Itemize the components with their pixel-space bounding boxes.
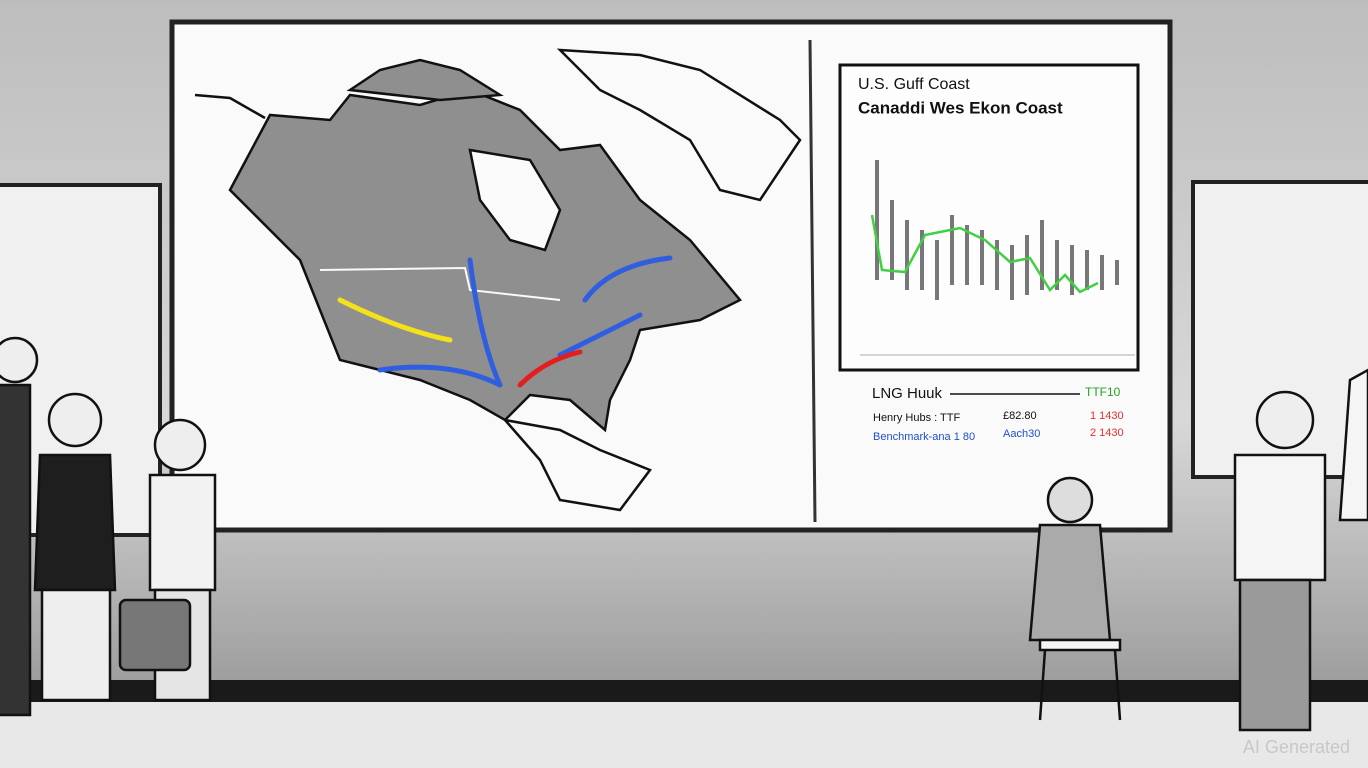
panel-subtitle: Canaddi Wes Ekon Coast — [858, 98, 1063, 117]
table-cell: Benchmark-ana 1 80 — [873, 431, 975, 443]
table-cell: 2 1430 — [1090, 427, 1124, 439]
map — [194, 48, 802, 512]
chart-panel — [838, 63, 1140, 372]
table-cell: £82.80 — [1003, 410, 1037, 422]
table-header: TTF10 — [1085, 385, 1121, 399]
table-header: LNG Huuk — [872, 385, 943, 402]
watermark: AI Generated — [1243, 737, 1350, 757]
flow-arrows — [337, 255, 673, 388]
people — [0, 336, 1368, 732]
table-cell: 1 1430 — [1090, 410, 1124, 422]
table-cell: Henry Hubs : TTF — [873, 412, 960, 424]
floor — [0, 702, 1368, 768]
baseboard — [0, 680, 1368, 702]
price-line — [870, 214, 1099, 294]
divider — [808, 39, 817, 523]
panel-title: U.S. Guff Coast — [858, 76, 970, 93]
candles — [875, 160, 1119, 300]
table-cell: Aach30 — [1003, 428, 1040, 440]
